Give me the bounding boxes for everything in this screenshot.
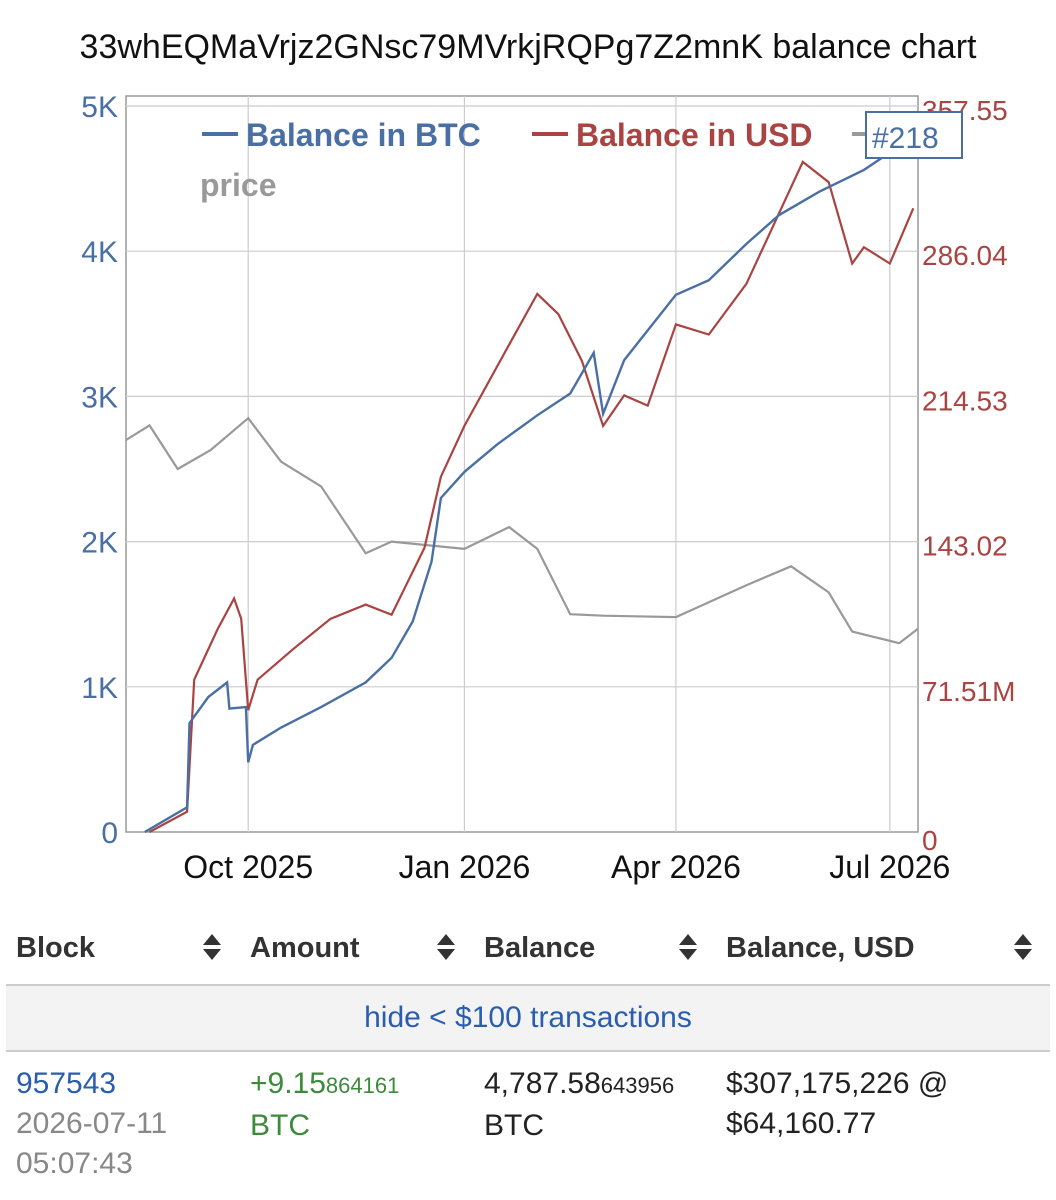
chart-grid [125,95,919,833]
legend-btc-label[interactable]: Balance in BTC [246,117,481,153]
left-tick-label: 4K [81,236,118,269]
right-tick-label: 71.51M [922,676,1015,707]
sort-block-icon[interactable] [203,934,221,960]
left-tick-label: 5K [81,91,118,124]
balance-chart[interactable]: 5K4K3K2K1K0357.55286.04214.53143.0271.51… [0,90,1056,910]
x-tick-label: Apr 2026 [611,849,741,885]
right-tick-label: 214.53 [922,385,1008,416]
plot-border [125,95,919,833]
left-tick-label: 1K [81,672,118,705]
header-balance-usd[interactable]: Balance, USD [726,932,915,964]
legend-price-label[interactable]: price [200,167,276,203]
chart-axes: 5K4K3K2K1K0357.55286.04214.53143.0271.51… [81,91,1015,885]
left-tick-label: 2K [81,527,118,560]
transaction-marker-label[interactable]: #218 [872,122,939,155]
right-tick-label: 143.02 [922,531,1008,562]
transaction-marker[interactable]: #218 [865,111,963,159]
block-link[interactable]: 957543 [16,1067,117,1100]
block-cell: 957543 2026-07-11 05:07:43 [16,1064,167,1184]
balance-usd-line1: $307,175,226 @ [726,1067,949,1100]
left-tick-label: 0 [101,817,118,850]
balance-usd-cell: $307,175,226 @ $64,160.77 [726,1064,948,1144]
hide-small-transactions-link[interactable]: hide < $100 transactions [364,1001,692,1034]
chart-title: 33whEQMaVrjz2GNsc79MVrkjRQPg7Z2mnK balan… [79,28,977,66]
sort-balance-usd-icon[interactable] [1014,934,1032,960]
sort-balance-icon[interactable] [679,934,697,960]
header-block[interactable]: Block [16,932,95,964]
amount-unit: BTC [250,1109,310,1142]
amount-main: +9.15 [250,1067,326,1100]
amount-small-digits: 864161 [325,1073,400,1098]
balance-cell: 4,787.58643956 BTC [484,1064,674,1146]
block-time: 05:07:43 [16,1147,133,1180]
header-balance[interactable]: Balance [484,932,596,964]
btc-balance-line [144,135,914,834]
amount-cell: +9.15864161 BTC [250,1064,399,1146]
left-tick-label: 3K [81,381,118,414]
balance-main: 4,787.58 [484,1067,601,1100]
chart-lines [125,135,919,834]
row-divider [6,1050,1050,1052]
block-date: 2026-07-11 [16,1107,168,1140]
hide-small-transactions-row [6,986,1050,1050]
header-amount[interactable]: Amount [250,932,360,964]
legend-usd-label[interactable]: Balance in USD [576,117,813,153]
x-tick-label: Jan 2026 [399,849,531,885]
balance-unit: BTC [484,1109,544,1142]
right-tick-label: 0 [922,825,938,856]
x-tick-label: Jul 2026 [829,849,950,885]
balance-usd-line2: $64,160.77 [726,1107,877,1140]
sort-amount-icon[interactable] [437,934,455,960]
x-tick-label: Oct 2025 [183,849,313,885]
balance-small-digits: 643956 [600,1073,675,1098]
right-tick-label: 286.04 [922,240,1008,271]
price-line [125,416,919,645]
header-divider [6,984,1050,986]
table-header: Block Amount Balance Balance, USD [0,922,1056,978]
chart-legend[interactable]: Balance in BTC Balance in USD price [200,117,872,203]
usd-balance-line [148,160,915,833]
